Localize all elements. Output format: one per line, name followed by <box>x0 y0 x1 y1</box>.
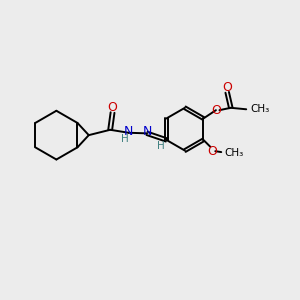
Text: O: O <box>207 145 217 158</box>
Text: O: O <box>222 81 232 94</box>
Text: O: O <box>108 101 118 114</box>
Text: N: N <box>124 125 133 138</box>
Text: H: H <box>157 141 165 152</box>
Text: CH₃: CH₃ <box>224 148 244 158</box>
Text: O: O <box>211 104 221 117</box>
Text: H: H <box>121 134 129 144</box>
Text: CH₃: CH₃ <box>251 104 270 114</box>
Text: N: N <box>142 125 152 138</box>
